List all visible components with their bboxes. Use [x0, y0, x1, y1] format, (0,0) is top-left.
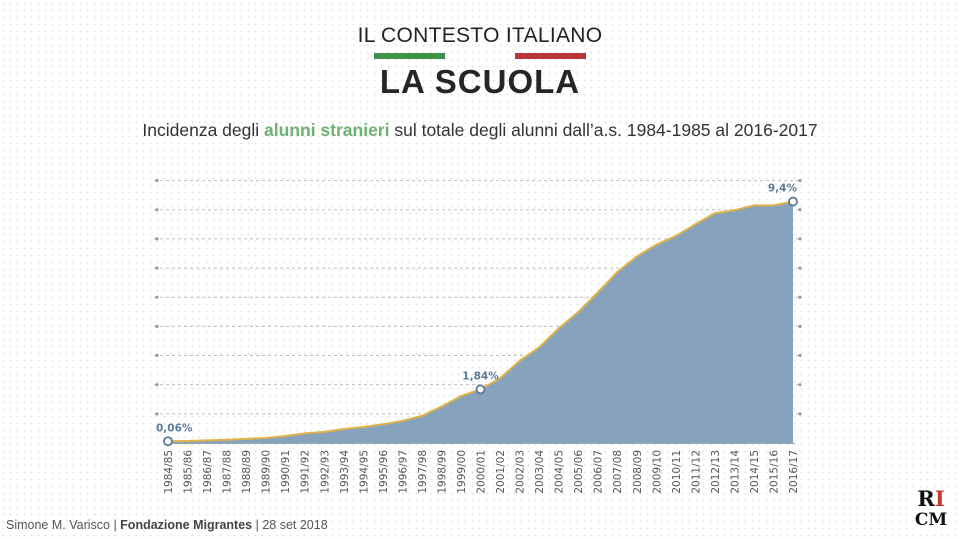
gridline-dot-right: [798, 353, 802, 358]
gridline-dot-left: [155, 412, 159, 416]
data-point-marker: [788, 196, 798, 207]
flag-green-bar: [374, 53, 445, 59]
x-tick-label: 1994/95: [358, 450, 370, 494]
gridline-dot-right: [798, 412, 802, 416]
x-tick-label: 1998/99: [436, 450, 448, 494]
data-point-marker: [163, 436, 173, 447]
x-tick-label: 2001/02: [495, 450, 507, 494]
x-tick-label: 1995/96: [378, 450, 390, 494]
gridline-dot-right: [798, 266, 802, 270]
section-kicker: IL CONTESTO ITALIANO: [357, 24, 603, 47]
x-tick-label: 1996/97: [397, 450, 409, 494]
footer: Simone M. Varisco | Fondazione Migrantes…: [6, 518, 328, 532]
x-tick-label: 1987/88: [222, 450, 234, 494]
gridline-dot-left: [155, 208, 159, 212]
gridline-dot-left: [155, 353, 159, 358]
data-label: 0,06%: [156, 422, 193, 434]
logo-letter-r: R: [917, 486, 935, 511]
footer-separator: |: [109, 518, 121, 532]
x-tick-label: 2012/13: [710, 450, 722, 494]
logo-letter-i: I: [934, 486, 945, 511]
x-tick-label: 2016/17: [788, 450, 800, 494]
x-tick-label: 1997/98: [417, 450, 429, 494]
x-tick-label: 1984/85: [163, 450, 175, 494]
x-tick-label: 2007/08: [612, 450, 624, 494]
x-tick-label: 2003/04: [534, 450, 546, 494]
data-label: 1,84%: [462, 370, 499, 382]
footer-date: 28 set 2018: [262, 518, 328, 532]
x-tick-label: 2011/12: [690, 450, 702, 494]
subtitle-post: sul totale degli alunni dall’a.s. 1984-1…: [389, 120, 818, 140]
x-tick-label: 2010/11: [671, 450, 683, 494]
gridline-dot-right: [798, 237, 802, 241]
x-tick-label: 2005/06: [573, 450, 585, 494]
x-tick-label: 1989/90: [261, 450, 273, 494]
ricm-logo: RI CM: [913, 486, 949, 530]
x-tick-label: 2000/01: [476, 450, 488, 494]
x-tick-label: 1992/93: [319, 450, 331, 494]
logo-letters-cm: CM: [914, 510, 948, 530]
gridline-dot-left: [155, 295, 159, 299]
gridline-dot-left: [155, 324, 159, 328]
x-tick-label: 2013/14: [729, 450, 741, 494]
x-tick-label: 1988/89: [241, 450, 253, 494]
x-tick-label: 1990/91: [280, 450, 292, 494]
gridline-dot-right: [798, 324, 802, 328]
gridline-dot-right: [798, 383, 802, 387]
gridline-dot-left: [155, 383, 159, 387]
data-point-marker: [475, 384, 486, 395]
gridline-dot-left: [155, 237, 159, 241]
footer-organization: Fondazione Migrantes: [120, 518, 253, 532]
x-tick-label: 1993/94: [339, 450, 351, 494]
subtitle-pre: Incidenza degli: [142, 120, 265, 140]
page-title: LA SCUOLA: [379, 63, 581, 100]
gridline-dot-right: [798, 295, 802, 299]
x-tick-label: 2002/03: [515, 450, 527, 494]
data-label: 9,4%: [768, 183, 798, 195]
x-tick-label: 1999/00: [456, 450, 468, 494]
gridline-dot-right: [798, 178, 802, 183]
subtitle-highlight: alunni stranieri: [264, 120, 390, 140]
area-fill: [168, 201, 793, 443]
x-tick-label: 2006/07: [593, 450, 605, 494]
x-tick-label: 2009/10: [651, 450, 663, 494]
x-tick-label: 2015/16: [768, 450, 780, 494]
x-tick-label: 1986/87: [202, 450, 214, 494]
x-tick-label: 1991/92: [300, 450, 312, 494]
flag-red-bar: [515, 53, 586, 59]
x-tick-label: 2004/05: [554, 450, 566, 494]
x-tick-label: 1985/86: [183, 450, 195, 494]
footer-separator: |: [252, 518, 263, 532]
footer-author: Simone M. Varisco: [6, 518, 110, 532]
x-tick-label: 2014/15: [749, 450, 761, 494]
chart-subtitle: Incidenza degli alunni stranieri sul tot…: [0, 120, 960, 141]
gridline-dot-left: [155, 178, 159, 183]
gridline-dot-left: [155, 266, 159, 270]
gridline-dot-right: [798, 208, 802, 212]
x-tick-label: 2008/09: [632, 450, 644, 494]
